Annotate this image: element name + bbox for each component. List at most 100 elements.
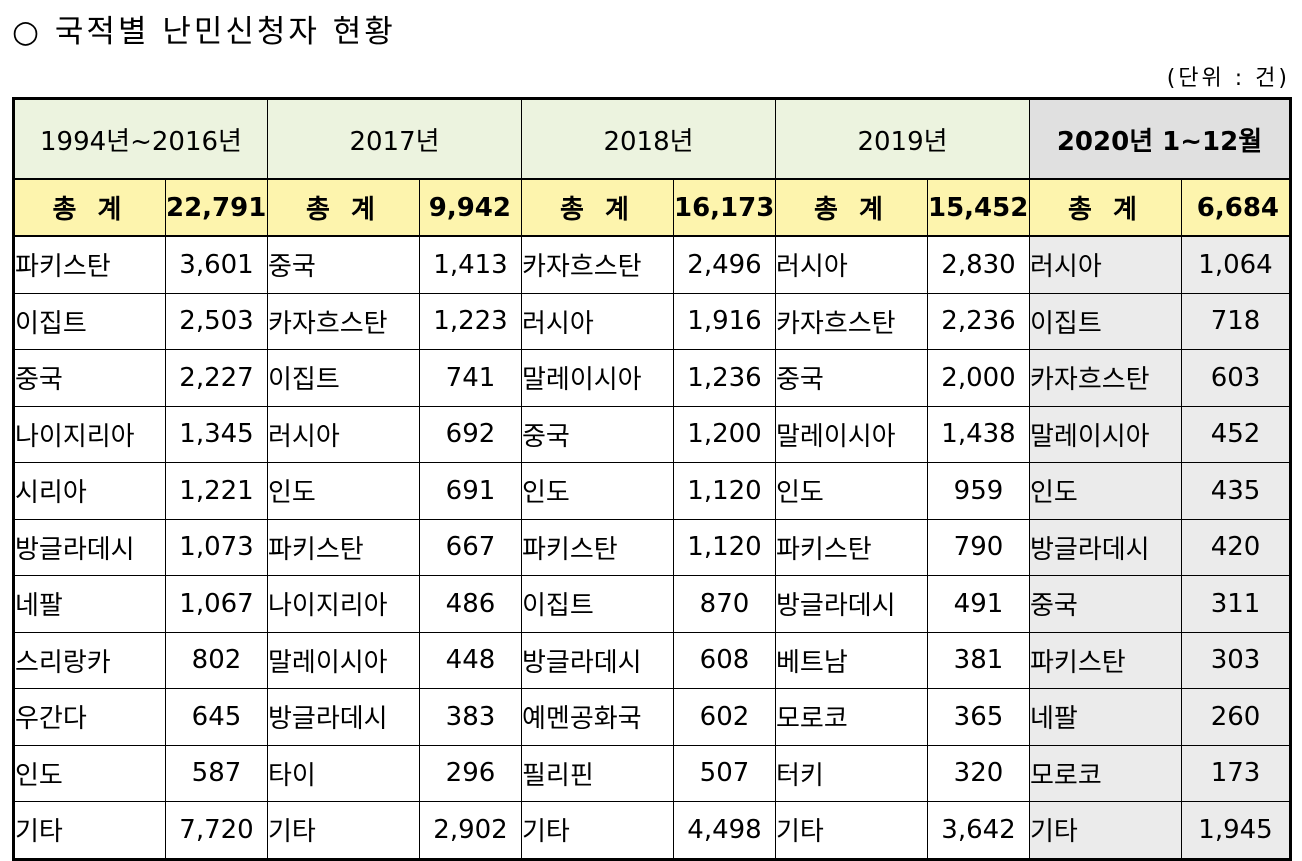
country-cell: 파키스탄	[267, 518, 420, 576]
country-cell: 러시아	[521, 292, 674, 350]
count-cell: 3,601	[165, 235, 268, 294]
total-label: 총 계	[267, 178, 420, 237]
count-cell: 1,073	[165, 518, 268, 576]
count-cell: 2,236	[927, 292, 1030, 350]
total-value: 9,942	[419, 178, 522, 237]
country-cell: 기타	[13, 801, 166, 860]
country-cell: 필리핀	[521, 744, 674, 802]
country-cell: 파키스탄	[1029, 631, 1182, 689]
country-cell: 이집트	[521, 575, 674, 633]
total-row: 총 계 22,791 총 계 9,942 총 계 16,173 총 계 15,452 총 계 6,…	[13, 178, 1292, 237]
period-header: 1994년~2016년	[13, 98, 268, 180]
country-cell: 나이지리아	[13, 405, 166, 463]
count-cell: 802	[165, 631, 268, 689]
country-cell: 우간다	[13, 688, 166, 746]
country-cell: 모로코	[1029, 744, 1182, 802]
count-cell: 7,720	[165, 801, 268, 860]
count-cell: 2,830	[927, 235, 1030, 294]
country-cell: 카자흐스탄	[267, 292, 420, 350]
count-cell: 486	[419, 575, 522, 633]
count-cell: 587	[165, 744, 268, 802]
table-row: 파키스탄 3,601 중국 1,413 카자흐스탄 2,496 러시아 2,830 러시아 1,0…	[13, 235, 1292, 294]
country-cell: 러시아	[775, 235, 928, 294]
country-cell: 인도	[775, 462, 928, 520]
count-cell: 1,221	[165, 462, 268, 520]
country-cell: 중국	[775, 349, 928, 407]
table-row: 시리아 1,221 인도 691 인도 1,120 인도 959 인도 435	[13, 462, 1292, 520]
table-body: 1994년~2016년 2017년 2018년 2019년 2020년 1~12월 총 계…	[13, 98, 1292, 860]
country-cell: 네팔	[13, 575, 166, 633]
table-row: 우간다 645 방글라데시 383 예멘공화국 602 모로코 365 네팔 260	[13, 688, 1292, 746]
country-cell: 예멘공화국	[521, 688, 674, 746]
total-label: 총 계	[13, 178, 166, 237]
count-cell: 435	[1180, 462, 1292, 520]
country-cell: 말레이시아	[267, 631, 420, 689]
document-title: ○ 국적별 난민신청자 현황	[12, 14, 396, 50]
country-cell: 터키	[775, 744, 928, 802]
count-cell: 1,916	[673, 292, 776, 350]
count-cell: 608	[673, 631, 776, 689]
count-cell: 603	[1180, 349, 1292, 407]
count-cell: 452	[1180, 405, 1292, 463]
table-row: 중국 2,227 이집트 741 말레이시아 1,236 중국 2,000 카자흐스탄 603	[13, 349, 1292, 407]
table-row: 방글라데시 1,073 파키스탄 667 파키스탄 1,120 파키스탄 790 방글라데시 42…	[13, 518, 1292, 576]
count-cell: 790	[927, 518, 1030, 576]
period-header: 2020년 1~12월	[1028, 98, 1292, 180]
count-cell: 420	[1180, 518, 1292, 576]
period-header: 2019년	[775, 98, 1030, 180]
count-cell: 1,200	[673, 405, 776, 463]
total-value: 15,452	[927, 178, 1030, 237]
country-cell: 말레이시아	[521, 349, 674, 407]
country-cell: 방글라데시	[267, 688, 420, 746]
country-cell: 기타	[775, 801, 928, 860]
country-cell: 중국	[267, 235, 420, 294]
count-cell: 692	[419, 405, 522, 463]
country-cell: 시리아	[13, 462, 166, 520]
count-cell: 303	[1180, 631, 1292, 689]
total-value: 16,173	[673, 178, 776, 237]
count-cell: 260	[1180, 688, 1292, 746]
count-cell: 491	[927, 575, 1030, 633]
country-cell: 방글라데시	[1029, 518, 1182, 576]
country-cell: 말레이시아	[1029, 405, 1182, 463]
count-cell: 1,223	[419, 292, 522, 350]
count-cell: 2,902	[419, 801, 522, 860]
country-cell: 카자흐스탄	[521, 235, 674, 294]
country-cell: 기타	[267, 801, 420, 860]
count-cell: 381	[927, 631, 1030, 689]
country-cell: 인도	[1029, 462, 1182, 520]
country-cell: 러시아	[1029, 235, 1182, 294]
country-cell: 방글라데시	[775, 575, 928, 633]
country-cell: 베트남	[775, 631, 928, 689]
count-cell: 1,345	[165, 405, 268, 463]
total-value: 22,791	[165, 178, 268, 237]
unit-label: (단위 : 건)	[1166, 66, 1290, 91]
count-cell: 1,236	[673, 349, 776, 407]
country-cell: 스리랑카	[13, 631, 166, 689]
total-value: 6,684	[1180, 178, 1292, 237]
count-cell: 2,496	[673, 235, 776, 294]
table-row: 네팔 1,067 나이지리아 486 이집트 870 방글라데시 491 중국 311	[13, 575, 1292, 633]
count-cell: 718	[1180, 292, 1292, 350]
country-cell: 말레이시아	[775, 405, 928, 463]
total-label: 총 계	[1029, 178, 1182, 237]
count-cell: 2,227	[165, 349, 268, 407]
refugee-applicants-table: 1994년~2016년 2017년 2018년 2019년 2020년 1~12월 총 계…	[12, 97, 1293, 861]
count-cell: 311	[1180, 575, 1292, 633]
country-cell: 파키스탄	[521, 518, 674, 576]
count-cell: 691	[419, 462, 522, 520]
count-cell: 602	[673, 688, 776, 746]
count-cell: 1,064	[1180, 235, 1292, 294]
count-cell: 959	[927, 462, 1030, 520]
table-row: 이집트 2,503 카자흐스탄 1,223 러시아 1,916 카자흐스탄 2,236 이집트 7…	[13, 292, 1292, 350]
country-cell: 중국	[13, 349, 166, 407]
period-header: 2017년	[267, 98, 522, 180]
count-cell: 741	[419, 349, 522, 407]
count-cell: 1,413	[419, 235, 522, 294]
count-cell: 2,000	[927, 349, 1030, 407]
country-cell: 방글라데시	[13, 518, 166, 576]
total-label: 총 계	[775, 178, 928, 237]
count-cell: 383	[419, 688, 522, 746]
country-cell: 방글라데시	[521, 631, 674, 689]
country-cell: 기타	[521, 801, 674, 860]
